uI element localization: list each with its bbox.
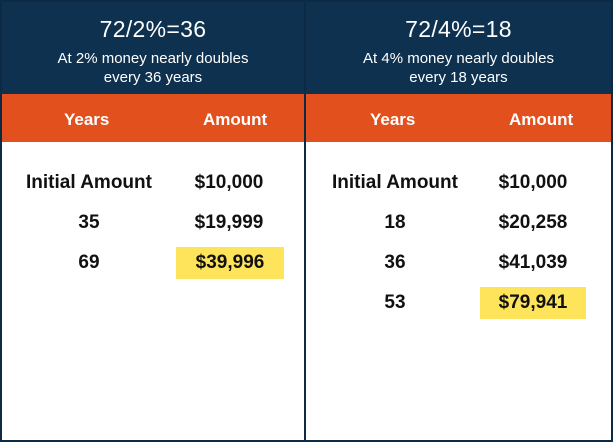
column-header-years: Years — [370, 110, 416, 129]
years-cell: Initial Amount — [26, 172, 152, 193]
amount-cell: $19,999 — [194, 212, 264, 233]
table-row: Initial Amount $10,000 — [2, 167, 304, 199]
column-header-bar: Years Amount — [306, 94, 611, 142]
years-cell: Initial Amount — [332, 172, 458, 193]
formula-title: 72/4%=18 — [405, 16, 512, 42]
subtitle: At 4% money nearly doubles every 18 year… — [306, 49, 611, 87]
amount-cell-highlighted: $39,996 — [176, 247, 284, 279]
subtitle-line-2: every 36 years — [103, 69, 203, 86]
panel-4-percent: 72/4%=18 At 4% money nearly doubles ever… — [304, 0, 613, 442]
table-row: 35 $19,999 — [2, 207, 304, 239]
amount-cell-highlighted: $79,941 — [480, 287, 586, 319]
panel-header: 72/2%=36 At 2% money nearly doubles ever… — [2, 2, 304, 94]
amount-cell: $10,000 — [498, 172, 568, 193]
years-cell: 69 — [78, 252, 100, 273]
amount-cell: $41,039 — [498, 252, 568, 273]
column-header-amount: Amount — [509, 110, 574, 129]
table-row: 69 $39,996 — [2, 247, 304, 279]
table-row: 18 $20,258 — [306, 207, 611, 239]
table-row: 53 $79,941 — [306, 287, 611, 319]
panel-2-percent: 72/2%=36 At 2% money nearly doubles ever… — [0, 0, 306, 442]
years-cell: 36 — [384, 252, 406, 273]
column-header-years: Years — [64, 110, 110, 129]
years-cell: 35 — [78, 212, 100, 233]
table-row: Initial Amount $10,000 — [306, 167, 611, 199]
subtitle-line-1: At 4% money nearly doubles — [363, 50, 554, 67]
column-header-amount: Amount — [203, 110, 268, 129]
subtitle-line-2: every 18 years — [409, 69, 508, 86]
column-header-bar: Years Amount — [2, 94, 304, 142]
formula-title: 72/2%=36 — [99, 16, 207, 42]
panel-header: 72/4%=18 At 4% money nearly doubles ever… — [306, 2, 611, 94]
years-cell: 53 — [384, 292, 406, 313]
subtitle: At 2% money nearly doubles every 36 year… — [2, 49, 304, 87]
table-row: 36 $41,039 — [306, 247, 611, 279]
years-cell: 18 — [384, 212, 406, 233]
subtitle-line-1: At 2% money nearly doubles — [57, 50, 249, 67]
amount-cell: $20,258 — [498, 212, 568, 233]
amount-cell: $10,000 — [194, 172, 264, 193]
